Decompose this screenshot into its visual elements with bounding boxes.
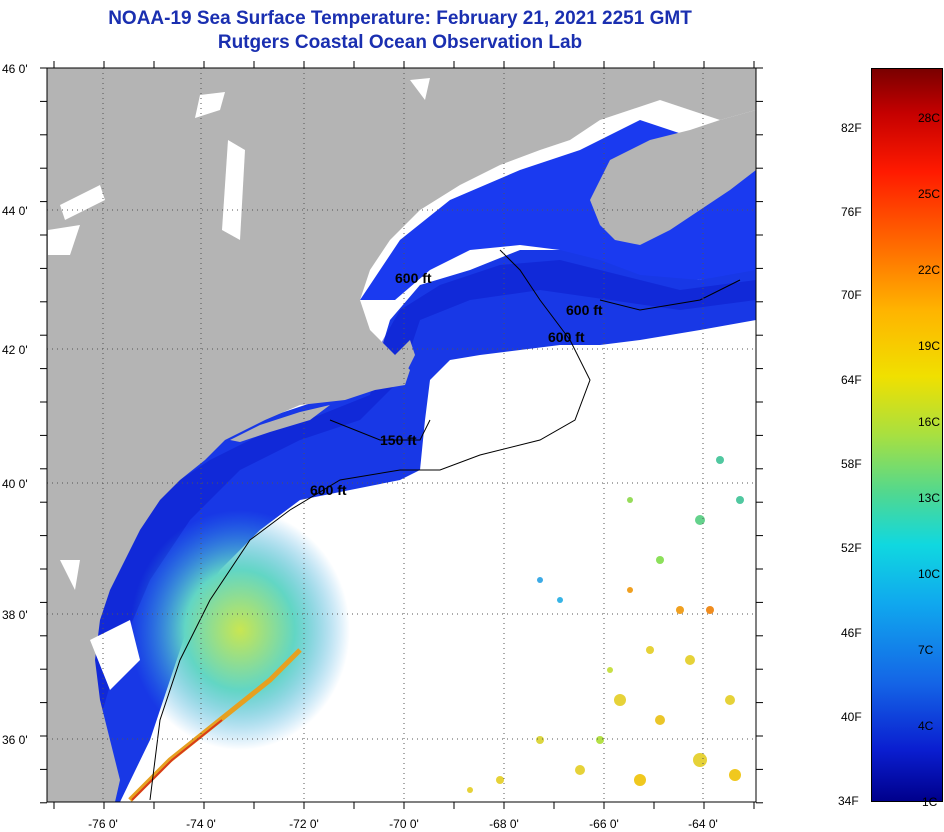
land-long-island (230, 405, 330, 442)
colorbar-f-34: 34F (838, 794, 859, 808)
colorbar-f-40: 40F (841, 710, 862, 724)
colorbar-c-13: 13C (918, 491, 941, 505)
colorbar-gradient (871, 68, 943, 802)
colorbar-c-28: 28C (918, 111, 941, 125)
colorbar-f-46: 46F (841, 626, 862, 640)
axis-ticks (40, 61, 763, 809)
colorbar-c-22: 22C (918, 263, 941, 277)
temperature-colorbar (871, 68, 943, 802)
warm-water-pool (130, 510, 350, 750)
gulf-stream-edge-inner (131, 719, 223, 801)
colorbar-f-82: 82F (841, 121, 862, 135)
graticule-grid (47, 68, 756, 802)
land-nova-scotia (590, 110, 756, 245)
map-subtitle: Rutgers Coastal Ocean Observation Lab (217, 32, 583, 53)
colorbar-c-19: 19C (918, 339, 941, 353)
lon-label-64: -64 0' (688, 817, 718, 831)
isobath-contours (149, 249, 741, 801)
lon-label-74: -74 0' (186, 817, 216, 831)
sst-map: 600 ft 600 ft 600 ft 150 ft 600 ft 46 0'… (2, 61, 763, 831)
colorbar-c-10: 10C (918, 567, 941, 581)
isobath-label-4: 150 ft (380, 432, 417, 448)
colorbar-c-1: 1C (922, 795, 938, 809)
colorbar-c-7: 7C (918, 643, 934, 657)
lat-label-38: 38 0' (2, 608, 28, 622)
colorbar-c-25: 25C (918, 187, 941, 201)
land-cape-cod (395, 340, 415, 375)
offshore-warm-patches (467, 456, 744, 793)
colorbar-f-58: 58F (841, 457, 862, 471)
lon-label-72: -72 0' (289, 817, 319, 831)
colorbar-f-52: 52F (841, 541, 862, 555)
map-title: NOAA-19 Sea Surface Temperature: Februar… (108, 8, 692, 29)
lon-label-68: -68 0' (489, 817, 519, 831)
colorbar-c-4: 4C (918, 719, 934, 733)
isobath-label-2: 600 ft (566, 302, 603, 318)
land-snow-patches (48, 78, 430, 690)
lat-label-36: 36 0' (2, 733, 28, 747)
lat-label-46: 46 0' (2, 62, 28, 76)
lon-label-70: -70 0' (389, 817, 419, 831)
lat-label-44: 44 0' (2, 204, 28, 218)
isobath-label-3: 600 ft (548, 329, 585, 345)
colorbar-c-16: 16C (918, 415, 941, 429)
lon-label-76: -76 0' (88, 817, 118, 831)
lon-label-66: -66 0' (589, 817, 619, 831)
gulf-stream-edge (128, 648, 302, 802)
isobath-label-1: 600 ft (395, 270, 432, 286)
colorbar-f-70: 70F (841, 288, 862, 302)
colorbar-f-64: 64F (841, 373, 862, 387)
isobath-label-5: 600 ft (310, 482, 347, 498)
lat-label-40: 40 0' (2, 477, 28, 491)
colorbar-f-76: 76F (841, 205, 862, 219)
lat-label-42: 42 0' (2, 343, 28, 357)
land-mainland (47, 68, 756, 802)
